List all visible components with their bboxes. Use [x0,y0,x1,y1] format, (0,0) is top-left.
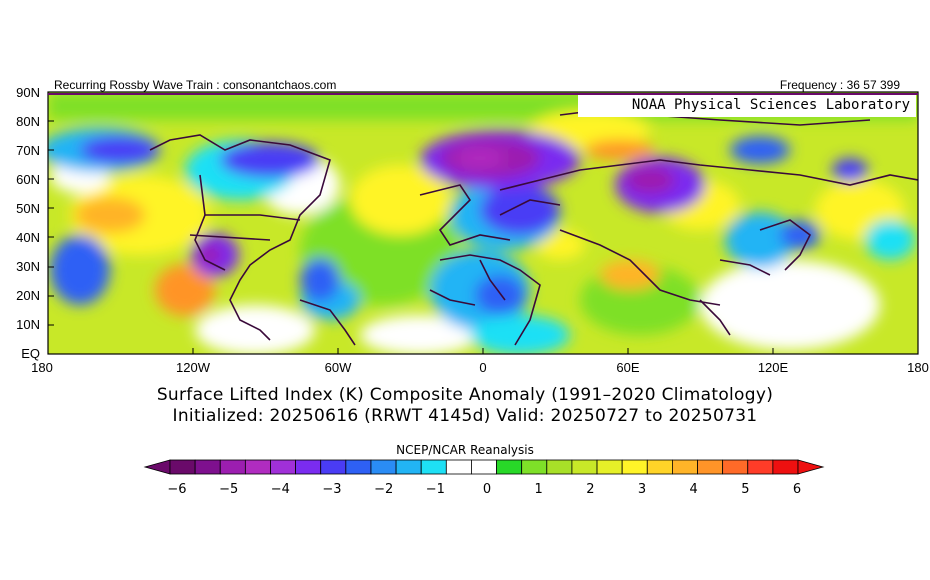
colorbar-tick-label: 4 [689,482,698,497]
lat-label: 70N [16,143,40,158]
colorbar-swatch [244,459,271,475]
lat-label: 50N [16,201,40,216]
colorbar-swatch [621,459,648,475]
colorbar-swatch [521,459,548,475]
axis-ticks [48,120,774,354]
map-subtitle: Initialized: 20250616 (RRWT 4145d) Valid… [172,406,758,426]
colorbar-arrow-right [797,459,825,475]
lat-label: EQ [21,346,40,361]
lon-label: 0 [479,360,487,375]
colorbar-swatch [320,459,347,475]
colorbar-swatch [496,459,523,475]
colorbar-tick-label: 6 [792,482,802,497]
anomaly-field [48,92,918,354]
colorbar-title: NCEP/NCAR Reanalysis [396,443,534,457]
colorbar-tick-label: −1 [425,482,445,497]
colorbar-swatch [219,459,246,475]
colorbar-swatch [370,459,397,475]
colorbar-swatch [697,459,724,475]
colorbar [143,459,825,475]
colorbar-swatch [270,459,297,475]
colorbar-swatch [571,459,598,475]
lon-label: 120E [757,360,789,375]
colorbar-swatch [345,459,372,475]
colorbar-swatch [420,459,447,475]
map-credit-label: NOAA Physical Sciences Laboratory [631,97,910,113]
colorbar-tick-label: −2 [374,482,394,497]
colorbar-tick-label: −6 [167,482,187,497]
colorbar-tick-label: 0 [482,482,492,497]
colorbar-swatch [169,459,196,475]
lat-label: 30N [16,259,40,274]
colorbar-tick-label: 5 [741,482,750,497]
map-title: Surface Lifted Index (K) Composite Anoma… [156,385,774,405]
colorbar-swatch [295,459,322,475]
colorbar-swatch [596,459,623,475]
colorbar-swatch [722,459,749,475]
lat-label: 80N [16,114,40,129]
lon-label: 120W [176,360,210,375]
header-frequency-label: Frequency : 36 57 399 [779,78,900,92]
colorbar-tick-label: 1 [534,482,543,497]
colorbar-arrow-left [143,459,171,475]
colorbar-swatch [471,459,497,475]
colorbar-tick-label: 2 [586,482,595,497]
map-credit-box: NOAA Physical Sciences Laboratory [578,95,916,117]
header-source-label: Recurring Rossby Wave Train : consonantc… [54,78,337,92]
lon-label: 60W [324,360,352,375]
lon-label: 180 [907,360,929,375]
lon-label: 60E [616,360,640,375]
colorbar-swatch [646,459,673,475]
lat-label: 40N [16,230,40,245]
lon-label: 180 [31,360,53,375]
colorbar-tick-label: −5 [219,482,239,497]
colorbar-tick-label: −3 [322,482,342,497]
colorbar-swatch [747,459,774,475]
lat-label: 10N [16,317,40,332]
colorbar-swatch [445,459,472,475]
colorbar-swatch [772,459,799,475]
lat-label: 60N [16,172,40,187]
lat-label: 90N [16,85,40,100]
colorbar-swatch [395,459,422,475]
colorbar-tick-label: −4 [270,482,290,497]
colorbar-swatch [194,459,221,475]
lat-label: 20N [16,288,40,303]
colorbar-tick-label: 3 [637,482,647,497]
colorbar-swatch [546,459,573,475]
colorbar-swatch [672,459,698,475]
